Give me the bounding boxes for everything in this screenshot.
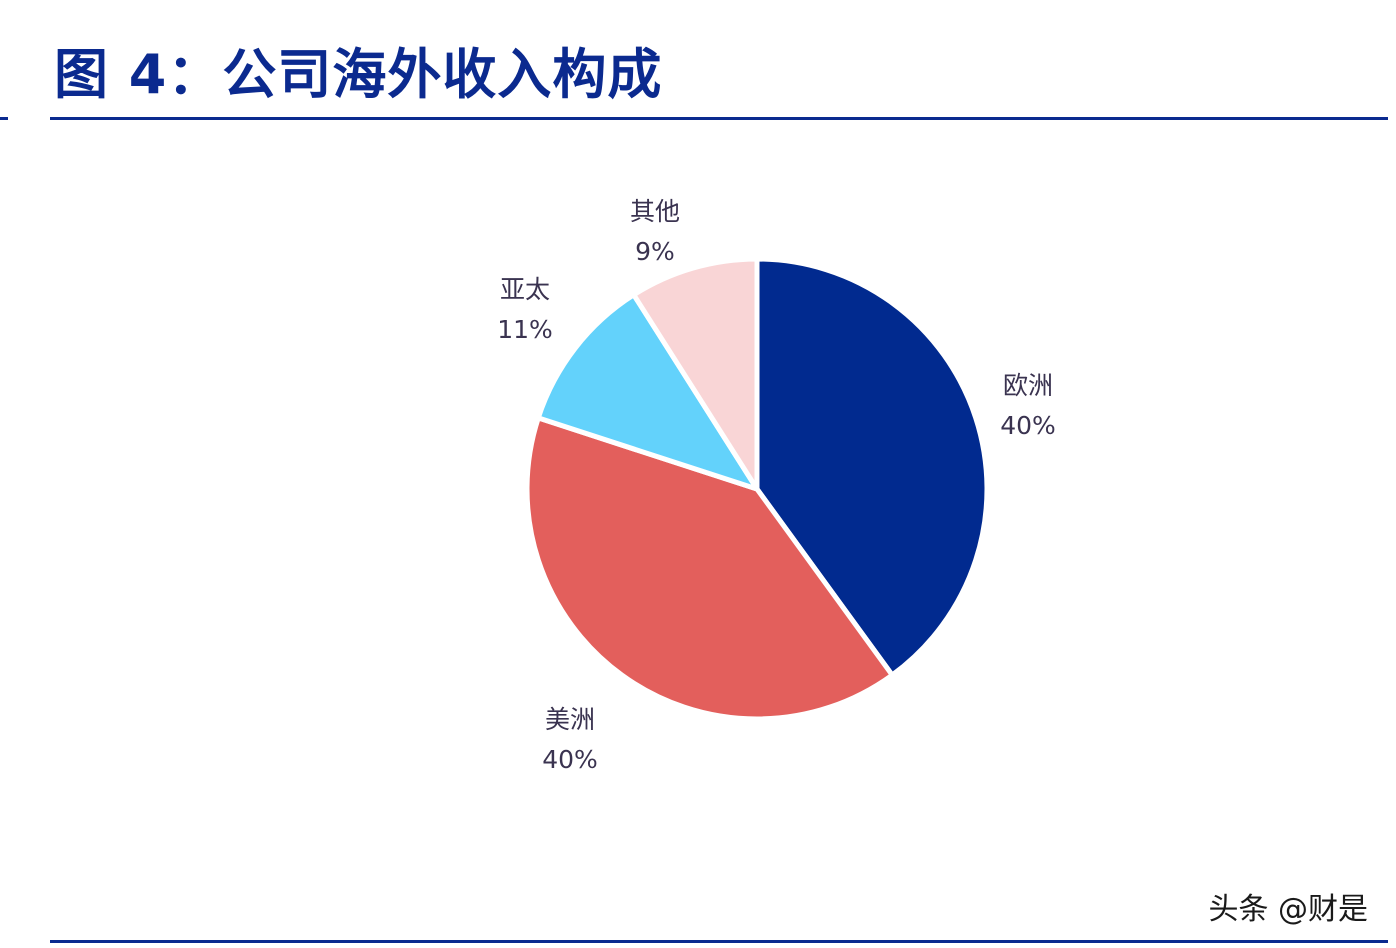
slice-value-label-2: 40% — [542, 745, 598, 774]
pie-slices — [524, 256, 990, 722]
slice-value-label-3: 11% — [497, 315, 553, 344]
pie-slice-1 — [754, 256, 990, 678]
slice-label-4: 其他 — [630, 197, 680, 226]
slice-value-label-1: 40% — [1000, 411, 1056, 440]
slice-label-2: 美洲 — [545, 705, 595, 734]
pie-labels: 欧洲 40% 美洲 40% 亚太 11% 其他 9% — [497, 197, 1056, 774]
left-edge-tick — [0, 117, 8, 120]
slice-label-3: 亚太 — [500, 275, 550, 304]
pie-slice-3 — [535, 292, 760, 492]
slice-label-1: 欧洲 — [1003, 371, 1053, 400]
pie-slice-4 — [631, 256, 760, 492]
footer-divider — [50, 940, 1388, 943]
header-divider — [50, 117, 1388, 120]
page-title: 图 4：公司海外收入构成 — [54, 43, 663, 106]
slice-value-label-4: 9% — [635, 237, 675, 266]
watermark-text: 头条 @财是 — [1208, 892, 1368, 927]
pie-slice-2 — [524, 415, 895, 722]
